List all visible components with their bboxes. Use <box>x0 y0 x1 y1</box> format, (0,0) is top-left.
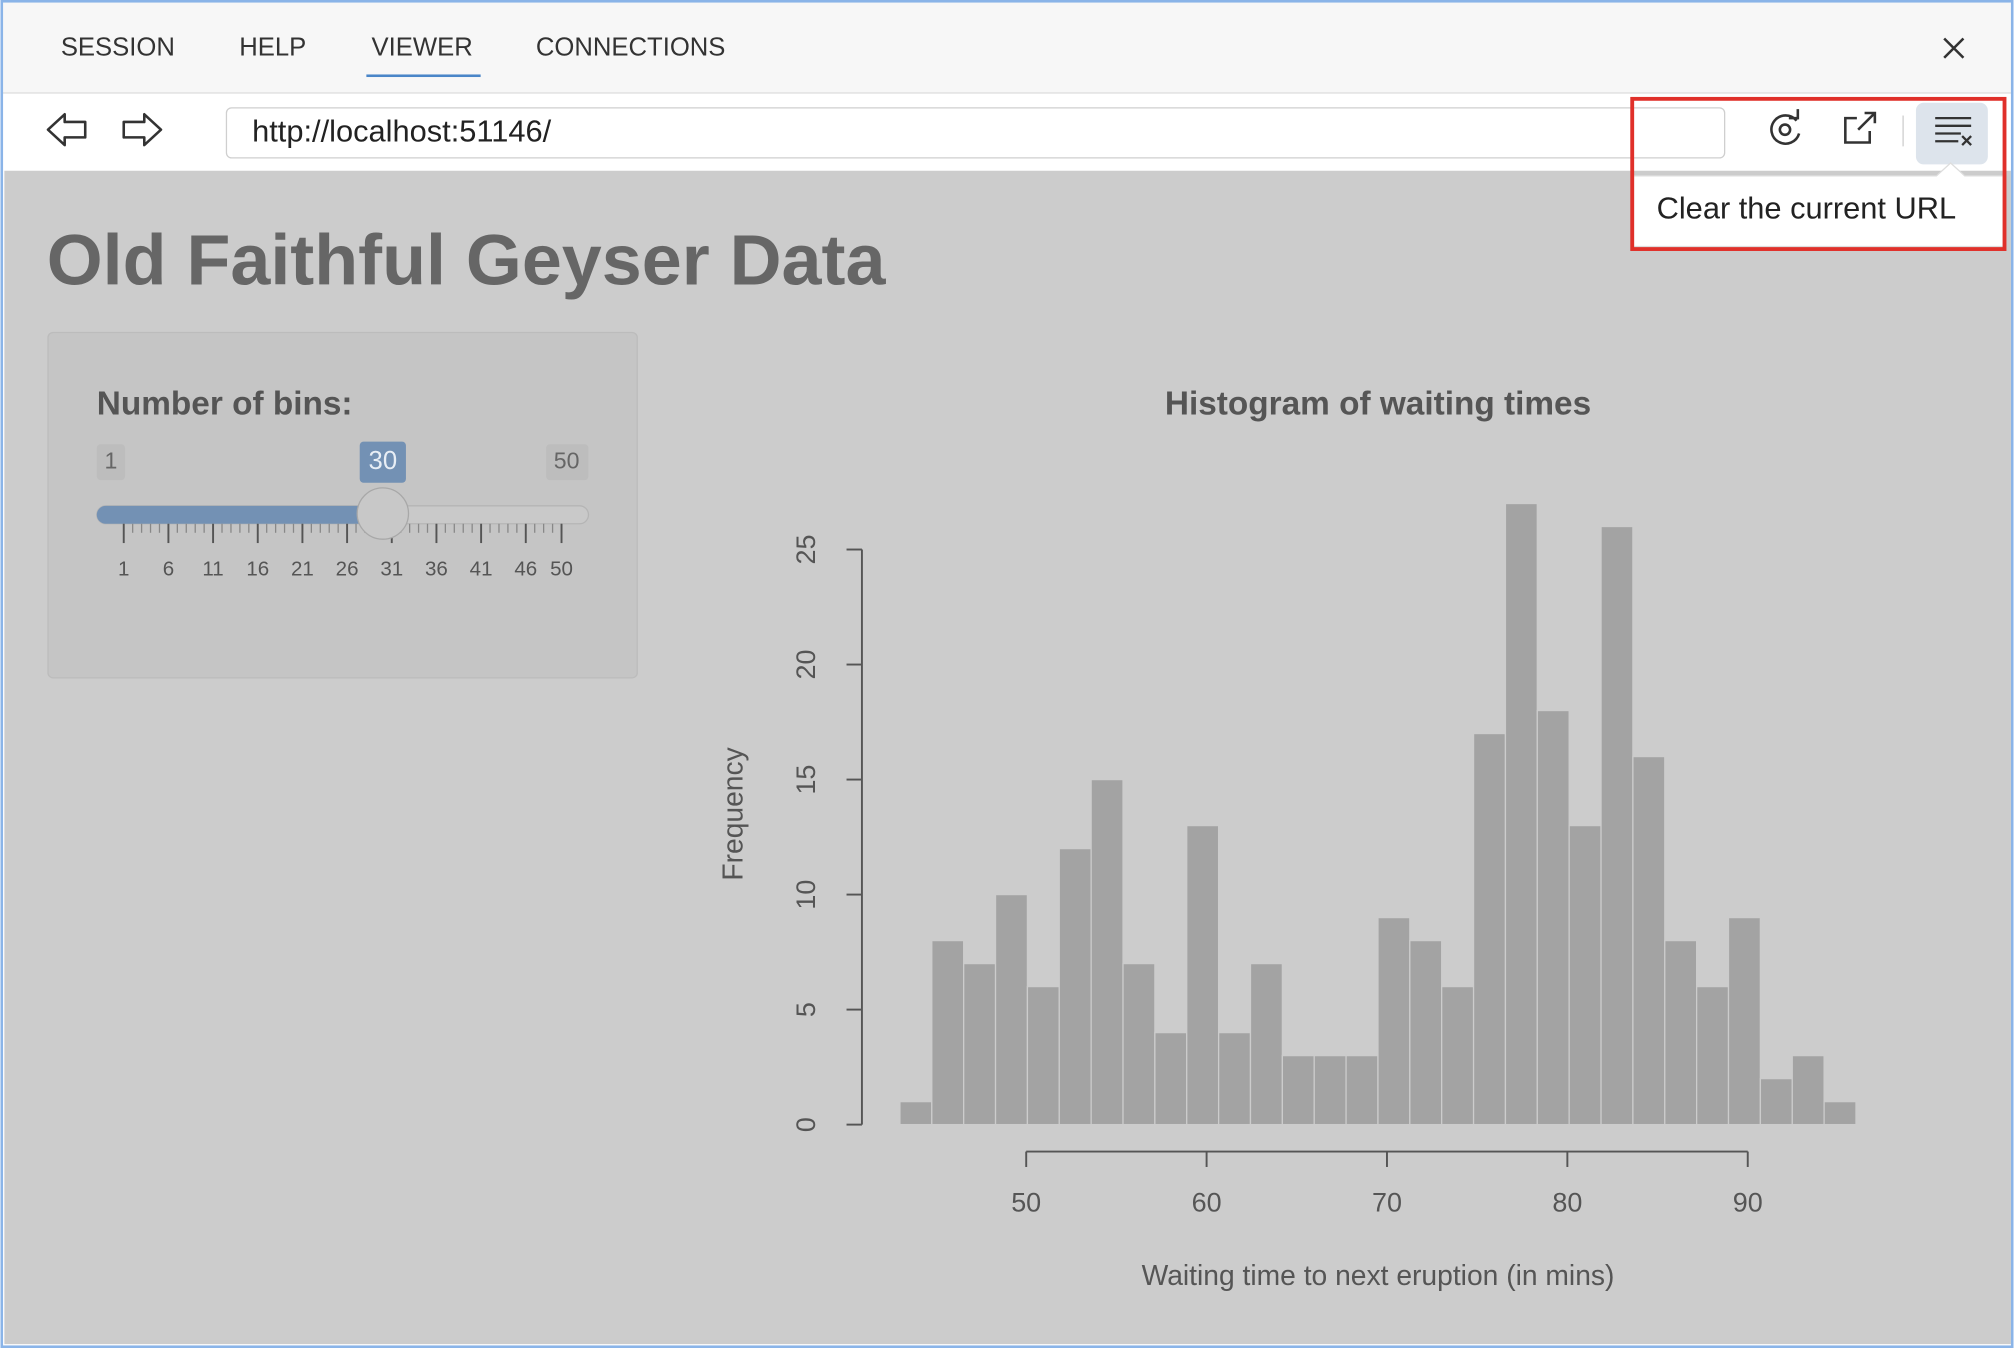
popout-button[interactable] <box>1844 111 1877 144</box>
slider-tick-label: 26 <box>336 557 359 580</box>
tabs: SESSION HELP VIEWER CONNECTIONS <box>61 34 726 62</box>
bar <box>1696 985 1730 1126</box>
app-title: Old Faithful Geyser Data <box>47 221 887 301</box>
bar <box>1759 1077 1793 1126</box>
slider-min: 1 <box>104 447 117 473</box>
bar <box>1313 1054 1347 1126</box>
refresh-button[interactable] <box>1770 109 1801 145</box>
bar <box>1345 1054 1379 1126</box>
y-axis-label: Frequency <box>716 746 748 880</box>
forward-button[interactable] <box>122 112 163 147</box>
bar <box>1026 985 1060 1126</box>
tooltip-text: Clear the current URL <box>1657 191 1957 226</box>
tab[interactable]: HELP <box>239 34 306 62</box>
bar <box>1409 939 1443 1126</box>
chart-title: Histogram of waiting times <box>1165 385 1591 422</box>
slider-tick-label: 50 <box>550 557 573 580</box>
tab[interactable]: VIEWER <box>372 34 473 62</box>
tab[interactable]: SESSION <box>61 34 175 62</box>
x-axis-label: Waiting time to next eruption (in mins) <box>1142 1259 1615 1291</box>
tab-bar <box>0 0 2014 94</box>
url-field[interactable] <box>225 107 1726 159</box>
tooltip <box>1632 162 2004 248</box>
y-tick-label: 10 <box>791 880 821 910</box>
x-tick-label: 80 <box>1552 1187 1582 1217</box>
slider-min-box <box>96 444 126 481</box>
histogram: Histogram of waiting times Waiting time t… <box>716 385 1857 1291</box>
bar <box>1217 1031 1252 1126</box>
slider-fill <box>96 505 383 524</box>
bar <box>1472 732 1507 1126</box>
x-tick-label: 90 <box>1733 1187 1763 1217</box>
active-tab-underline <box>366 74 481 78</box>
bar <box>1536 709 1570 1126</box>
bar <box>1058 847 1092 1126</box>
y-tick-label: 5 <box>791 1002 821 1017</box>
slider-tick-label: 11 <box>202 557 223 580</box>
slider-tick-label: 41 <box>470 557 493 580</box>
slider-value: 30 <box>369 447 398 475</box>
y-tick-label: 0 <box>791 1117 821 1132</box>
slider-label: Number of bins: <box>97 385 353 422</box>
bar <box>1600 525 1634 1126</box>
bar <box>1186 824 1220 1126</box>
x-tick-label: 70 <box>1372 1187 1402 1217</box>
bar <box>931 939 965 1126</box>
bar <box>1122 962 1156 1126</box>
y-tick-label: 15 <box>791 765 821 795</box>
slider-max: 50 <box>554 447 580 473</box>
slider-tick-label: 46 <box>514 557 537 580</box>
bar <box>899 1100 933 1126</box>
bar <box>1281 1054 1315 1126</box>
bar <box>1504 502 1538 1126</box>
bar <box>1727 916 1762 1126</box>
bar <box>1632 755 1666 1126</box>
bar <box>1154 1031 1188 1126</box>
slider-tick-label: 36 <box>425 557 448 580</box>
bar <box>1249 962 1283 1126</box>
slider-tick-label: 31 <box>380 557 403 580</box>
slider-tick-label: 1 <box>118 557 129 580</box>
x-tick-label: 50 <box>1011 1187 1041 1217</box>
bar <box>1090 778 1124 1126</box>
bar <box>1823 1100 1857 1126</box>
back-button[interactable] <box>46 112 87 147</box>
slider-handle <box>356 487 410 540</box>
close-button[interactable] <box>1943 37 1965 59</box>
bar <box>963 962 997 1126</box>
slider-max-box <box>546 444 589 481</box>
y-tick-label: 25 <box>791 535 821 565</box>
slider-value-box <box>359 441 406 483</box>
bar <box>1377 916 1411 1126</box>
url-text: http://localhost:51146/ <box>252 114 551 149</box>
slider-tick-label: 21 <box>291 557 314 580</box>
slider-tick-label: 6 <box>163 557 174 580</box>
y-tick-label: 20 <box>791 650 821 680</box>
bar <box>1664 939 1698 1126</box>
bar <box>1441 985 1475 1126</box>
x-tick-label: 60 <box>1192 1187 1222 1217</box>
tab[interactable]: CONNECTIONS <box>536 34 726 62</box>
slider-tick-label: 16 <box>246 557 269 580</box>
bar <box>994 893 1029 1126</box>
highlight-box <box>1630 96 2007 251</box>
bar <box>1791 1054 1825 1126</box>
bar <box>1568 824 1602 1126</box>
clear-icon <box>1935 116 1972 146</box>
